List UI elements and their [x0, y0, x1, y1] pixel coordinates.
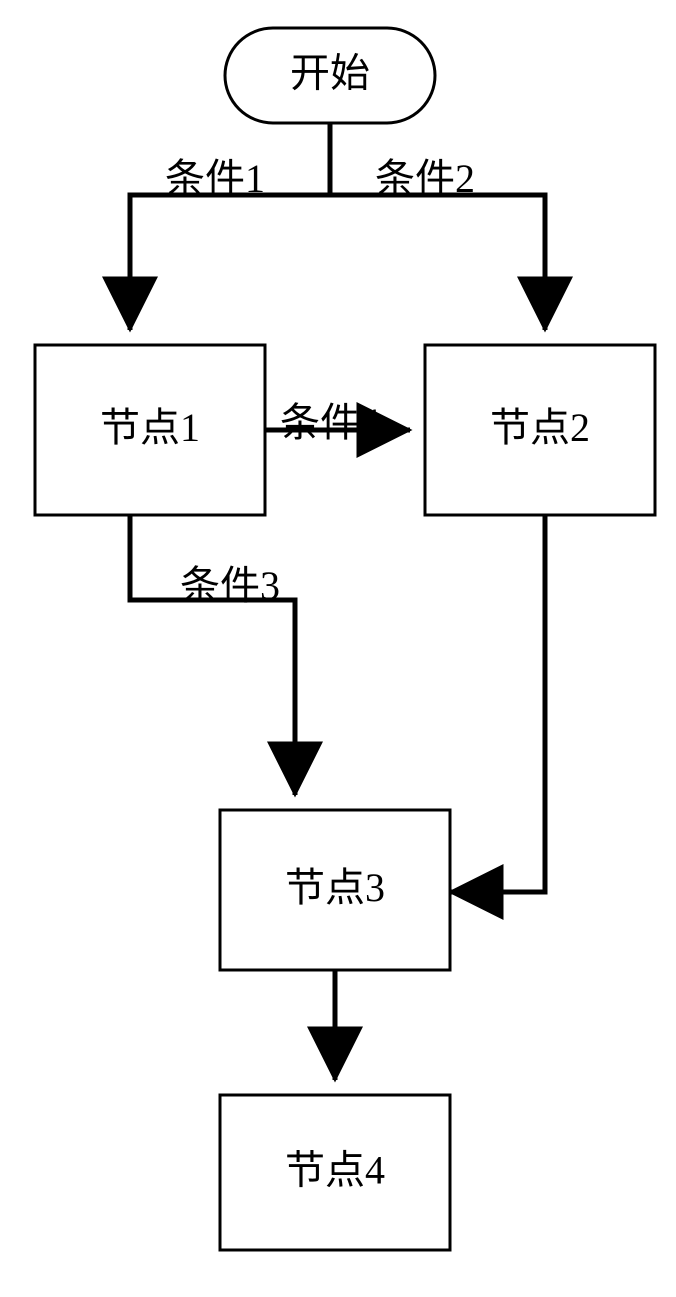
node-label-n2: 节点2 — [490, 405, 590, 450]
node-n2: 节点2 — [425, 345, 655, 515]
node-label-n4: 节点4 — [285, 1148, 385, 1193]
flowchart-canvas: 条件1 条件2 条件4 条件3 开始节点1 节点2 节点3 节点4 — [0, 0, 676, 1297]
node-label-n1: 节点1 — [100, 405, 200, 450]
edge-e-n1-n3 — [130, 515, 295, 795]
node-n4: 节点4 — [220, 1095, 450, 1250]
node-start: 开始 — [225, 28, 435, 123]
node-n3: 节点3 — [220, 810, 450, 970]
edge-label-e-start-n2: 条件2 — [375, 156, 475, 201]
edge-label-e-start-n1: 条件1 — [165, 156, 265, 201]
edge-e-n2-n3 — [450, 515, 545, 892]
node-label-n3: 节点3 — [285, 865, 385, 910]
node-label-start: 开始 — [290, 51, 370, 96]
edge-label-e-n1-n3: 条件3 — [180, 563, 280, 608]
edge-e-start-n1 — [130, 195, 330, 330]
edge-e-start-n2 — [330, 195, 545, 330]
edge-label-e-n1-n2: 条件4 — [280, 400, 380, 445]
node-n1: 节点1 — [35, 345, 265, 515]
